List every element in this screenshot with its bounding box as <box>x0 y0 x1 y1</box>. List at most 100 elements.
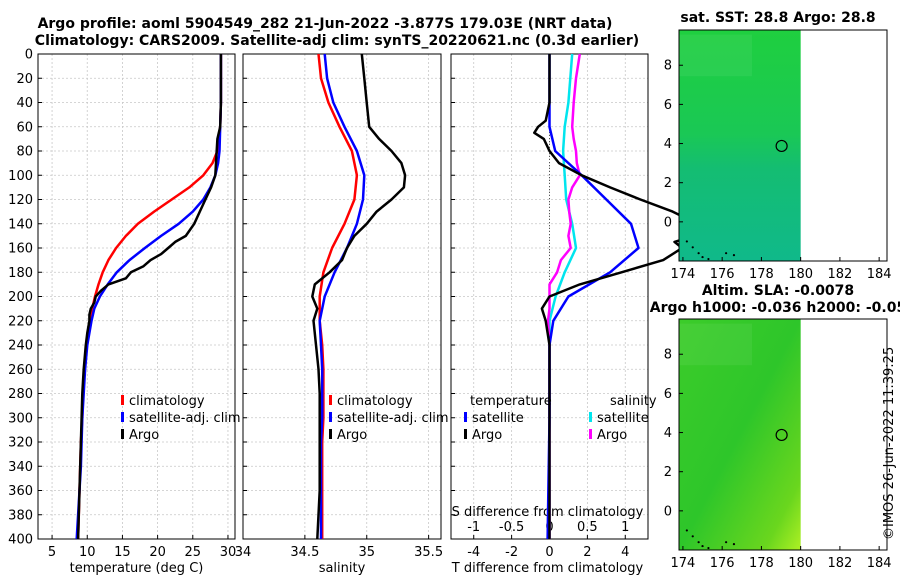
diff-x2tick-label: -1 <box>467 520 480 535</box>
sst_map-xtick-label: 178 <box>749 267 774 282</box>
sla-map-title1: Altim. SLA: -0.0078 <box>702 283 854 299</box>
diff-legend-temperature-title: temperature <box>470 394 552 409</box>
temperature-ytick-label: 20 <box>16 72 33 87</box>
sst_map-argo-marker <box>775 139 788 153</box>
salinity-xtick-label: 35.5 <box>414 545 443 560</box>
temperature-ytick-label: 200 <box>8 290 33 305</box>
sla_map-coast-dot <box>691 535 694 538</box>
temperature-xtick-label: 25 <box>185 545 202 560</box>
sla_map-xtick-label: 176 <box>710 556 735 571</box>
temperature-xlabel: temperature (deg C) <box>70 561 204 576</box>
temperature-ytick-label: 240 <box>8 339 33 354</box>
sal-legend-2-swatch <box>329 429 332 439</box>
sal-legend-1-swatch <box>329 412 332 422</box>
diff-x2tick-label: 0.5 <box>577 520 598 535</box>
difference-xtick-label: 2 <box>583 545 591 560</box>
sst_map-coast-dot <box>685 240 688 243</box>
sla_map-argo-marker <box>775 428 788 442</box>
temp-legend-1-swatch <box>121 412 124 422</box>
difference-panel: -4 -2 0 2 4T difference from climatology-1 -0… <box>450 53 707 576</box>
sst_map-field-patch <box>679 34 752 77</box>
sst_map-coast-dot <box>691 246 694 249</box>
salinity-xtick-label: 34 <box>235 545 252 560</box>
sst_map-ytick-label: 2 <box>664 176 672 191</box>
sla_map-coast-dot <box>697 541 700 544</box>
sst_map-coast-dot <box>707 257 710 261</box>
sst_map-field <box>679 30 801 261</box>
sla_map-xtick-label: 178 <box>749 556 774 571</box>
temperature-ytick-label: 180 <box>8 266 33 281</box>
sst_map-xtick-label: 174 <box>671 267 696 282</box>
diff-legend-t-argo-swatch <box>464 429 467 439</box>
sal-argo-line <box>311 53 407 540</box>
temperature-ytick-label: 260 <box>8 363 33 378</box>
temperature-ytick-label: 320 <box>8 436 33 451</box>
difference-xtick-label: -4 <box>467 545 480 560</box>
diff-legend-salinity-title: salinity <box>610 394 657 409</box>
temperature-xtick-label: 30 <box>220 545 237 560</box>
diff-legend-t-sat-label: satellite <box>472 411 524 426</box>
sal-satellite-line <box>318 53 366 539</box>
sla_map-ytick-label: 8 <box>664 348 672 363</box>
temperature-ytick-label: 220 <box>8 314 33 329</box>
sal-legend-0-label: climatology <box>337 394 413 409</box>
sla_map-xtick-label: 180 <box>788 556 813 571</box>
sla_map-field <box>679 319 801 550</box>
difference-xtick-label: 4 <box>621 545 629 560</box>
salinity-xtick-label: 35 <box>358 545 375 560</box>
sal-legend-0-swatch <box>329 395 332 405</box>
sst_map-coast-dot <box>697 252 700 255</box>
diff-satellite-t-line <box>546 54 640 540</box>
temp-legend-1-label: satellite-adj. clim <box>129 411 241 426</box>
temp-legend-0-swatch <box>121 395 124 405</box>
diff-x2tick-label: 1 <box>621 520 629 535</box>
temperature-ytick-label: 380 <box>8 508 33 523</box>
sal-legend-1-label: satellite-adj. clim <box>337 411 449 426</box>
diff-legend-t-sat-swatch <box>464 412 467 422</box>
diff-legend-s-sat-swatch <box>589 412 592 422</box>
sst_map-ytick-label: 6 <box>664 98 672 113</box>
sst_map-coast-dot <box>732 254 736 257</box>
diff-legend-s-argo-label: Argo <box>597 428 627 443</box>
sla_map-coast-dot <box>724 541 728 544</box>
diff-legend-s-argo-swatch <box>589 429 592 439</box>
sla_map-xtick-label: 182 <box>827 556 852 571</box>
temperature-ytick-label: 280 <box>8 387 33 402</box>
temp-legend-2-label: Argo <box>129 428 159 443</box>
sst_map-ytick-label: 0 <box>664 215 672 230</box>
sla_map-ytick-label: 6 <box>664 387 672 402</box>
sla_map-coast-dot <box>685 529 688 532</box>
sla_map-xtick-label: 174 <box>671 556 696 571</box>
sst_map-xtick-label: 182 <box>827 267 852 282</box>
temperature-ytick-label: 0 <box>25 48 33 63</box>
difference-xtick-label: -2 <box>505 545 518 560</box>
sla_map-ytick-label: 4 <box>664 426 672 441</box>
sla_map-ytick-label: 0 <box>664 504 672 519</box>
diff-argo-s-line <box>546 53 582 539</box>
sst_map-xtick-label: 180 <box>788 267 813 282</box>
salinity-panel: 34 34.5 35 35.5 salinity climatology satellite… <box>235 53 449 576</box>
sla_map-coast-dot <box>701 544 704 548</box>
sla_map-field-patch <box>679 323 752 366</box>
temperature-ytick-label: 100 <box>8 169 33 184</box>
sst_map-ytick-label: 4 <box>664 137 672 152</box>
temperature-ytick-label: 160 <box>8 242 33 257</box>
diff-legend-s-sat-label: satellite <box>597 411 649 426</box>
temperature-ytick-label: 360 <box>8 484 33 499</box>
temperature-ytick-label: 140 <box>8 217 33 232</box>
temperature-xtick-label: 20 <box>149 545 166 560</box>
sla_map-axes-box <box>678 318 888 551</box>
sst-map-panel: 174 176 178 180 182 184 0 2 4 6 8 sat. SST: 28.8 Ar… <box>664 10 892 282</box>
sst_map-coast-dot <box>701 255 704 259</box>
temperature-ytick-label: 400 <box>8 533 33 548</box>
sst_map-xtick-label: 184 <box>867 267 892 282</box>
salinity-xlabel: salinity <box>319 561 366 576</box>
sla_map-coast-dot <box>732 543 736 546</box>
temperature-ytick-label: 80 <box>16 145 33 160</box>
temp-legend-0-label: climatology <box>129 394 205 409</box>
temperature-xtick-label: 10 <box>79 545 96 560</box>
timestamp-label: ©IMOS 26-Jun-2022 11:39:25 <box>882 347 897 540</box>
figure-title-line1: Argo profile: aoml 5904549_282 21-Jun-20… <box>38 16 613 32</box>
sla_map-xtick-label: 184 <box>867 556 892 571</box>
